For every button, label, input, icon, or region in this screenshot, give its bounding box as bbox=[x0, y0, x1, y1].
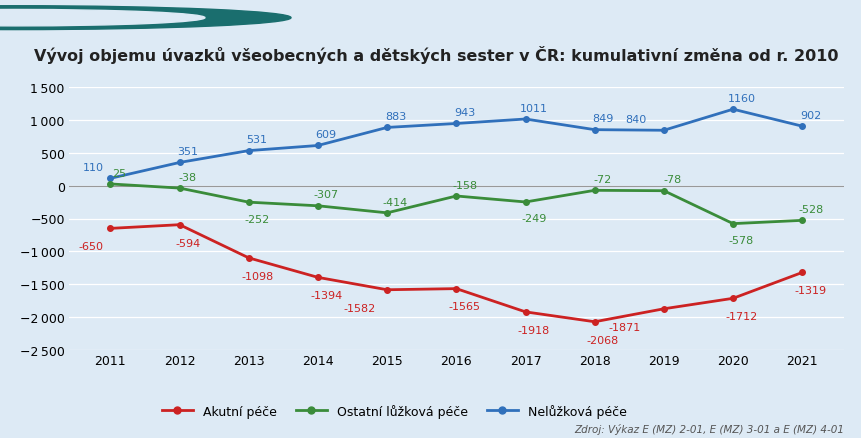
Text: 1011: 1011 bbox=[520, 103, 548, 113]
Text: -414: -414 bbox=[383, 197, 408, 207]
Text: GRAF 1: GRAF 1 bbox=[29, 12, 84, 25]
Text: 25: 25 bbox=[112, 168, 126, 178]
Text: Zdroj: Výkaz E (MZ) 2-01, E (MZ) 3-01 a E (MZ) 4-01: Zdroj: Výkaz E (MZ) 2-01, E (MZ) 3-01 a … bbox=[573, 423, 844, 434]
Text: -249: -249 bbox=[521, 214, 547, 224]
Text: -528: -528 bbox=[798, 205, 823, 215]
Text: 531: 531 bbox=[246, 135, 268, 145]
Text: 110: 110 bbox=[84, 162, 104, 173]
Text: -1394: -1394 bbox=[310, 290, 343, 300]
Text: -594: -594 bbox=[176, 238, 201, 248]
Text: 849: 849 bbox=[592, 114, 614, 124]
Circle shape bbox=[0, 7, 291, 31]
Text: 943: 943 bbox=[454, 108, 475, 118]
Legend: Akutní péče, Ostatní lůžková péče, Nelůžková péče: Akutní péče, Ostatní lůžková péče, Nelůž… bbox=[157, 399, 632, 423]
Text: -72: -72 bbox=[594, 175, 612, 184]
Text: -1319: -1319 bbox=[795, 286, 827, 296]
Text: 883: 883 bbox=[385, 112, 406, 122]
Text: -1712: -1712 bbox=[725, 311, 758, 321]
Text: -252: -252 bbox=[245, 214, 269, 224]
Text: 840: 840 bbox=[625, 115, 647, 125]
Text: Vývoj objemu úvazků všeobecných a dětských sester v ČR: kumulativní změna od r. : Vývoj objemu úvazků všeobecných a dětský… bbox=[34, 46, 839, 64]
Text: -38: -38 bbox=[179, 172, 197, 182]
Text: -1098: -1098 bbox=[241, 271, 273, 281]
Text: 1160: 1160 bbox=[728, 94, 755, 104]
Text: -2068: -2068 bbox=[587, 335, 619, 345]
Text: 902: 902 bbox=[800, 110, 821, 120]
Text: -1565: -1565 bbox=[449, 302, 480, 312]
Text: 351: 351 bbox=[177, 147, 198, 157]
Text: -78: -78 bbox=[663, 175, 681, 185]
Text: -1582: -1582 bbox=[344, 303, 375, 313]
Text: -158: -158 bbox=[452, 180, 477, 190]
Circle shape bbox=[0, 11, 205, 27]
Text: -578: -578 bbox=[728, 236, 754, 246]
Text: -1918: -1918 bbox=[517, 325, 550, 335]
Text: 609: 609 bbox=[316, 130, 337, 140]
Text: -650: -650 bbox=[78, 242, 103, 252]
Text: -1871: -1871 bbox=[609, 322, 641, 332]
Text: -307: -307 bbox=[313, 190, 339, 200]
